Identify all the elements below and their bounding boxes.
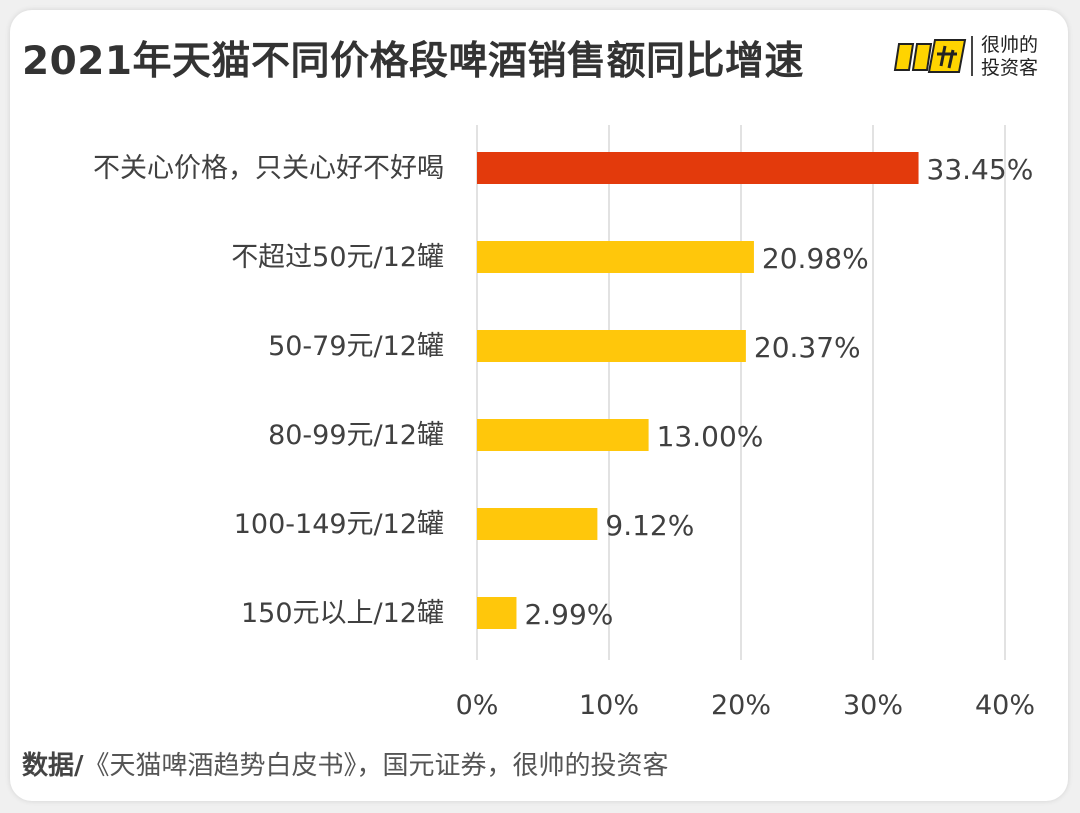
source-label: 数据/ bbox=[22, 751, 84, 781]
source-note: 数据/《天猫啤酒趋势白皮书》，国元证券，很帅的投资客 bbox=[22, 745, 669, 782]
data-label: 20.37% bbox=[754, 331, 861, 364]
x-tick-label: 40% bbox=[975, 690, 1035, 721]
brand-logo: 很帅的 投资客 bbox=[893, 32, 1053, 88]
data-label: 9.12% bbox=[605, 509, 694, 542]
bar bbox=[477, 330, 746, 362]
chart-title: 2021年天猫不同价格段啤酒销售额同比增速 bbox=[22, 39, 805, 84]
logo-divider bbox=[971, 36, 973, 76]
bar bbox=[477, 241, 754, 273]
category-label: 不关心价格，只关心好不好喝 bbox=[93, 153, 444, 184]
category-label: 不超过50元/12罐 bbox=[231, 242, 444, 273]
x-tick-label: 20% bbox=[711, 690, 771, 721]
data-label: 13.00% bbox=[657, 420, 764, 453]
x-tick-label: 0% bbox=[456, 690, 499, 721]
logo-line-2: 投资客 bbox=[981, 57, 1039, 79]
category-label: 100-149元/12罐 bbox=[234, 509, 444, 540]
data-label: 2.99% bbox=[524, 598, 613, 631]
bar bbox=[477, 597, 517, 629]
logo-text: 很帅的 投资客 bbox=[981, 34, 1038, 80]
logo-line-1: 很帅的 bbox=[981, 34, 1039, 56]
category-label: 80-99元/12罐 bbox=[268, 420, 444, 451]
x-tick-label: 30% bbox=[843, 690, 903, 721]
source-text: 《天猫啤酒趋势白皮书》，国元证券，很帅的投资客 bbox=[83, 751, 669, 781]
chart-card bbox=[10, 10, 1068, 801]
data-label: 33.45% bbox=[927, 153, 1034, 186]
data-label: 20.98% bbox=[762, 242, 869, 275]
category-label: 150元以上/12罐 bbox=[241, 598, 444, 629]
bar bbox=[477, 419, 649, 451]
bar bbox=[477, 508, 598, 540]
x-tick-label: 10% bbox=[579, 690, 639, 721]
logo-icon bbox=[893, 39, 967, 73]
category-label: 50-79元/12罐 bbox=[268, 331, 444, 362]
bar bbox=[477, 152, 919, 184]
